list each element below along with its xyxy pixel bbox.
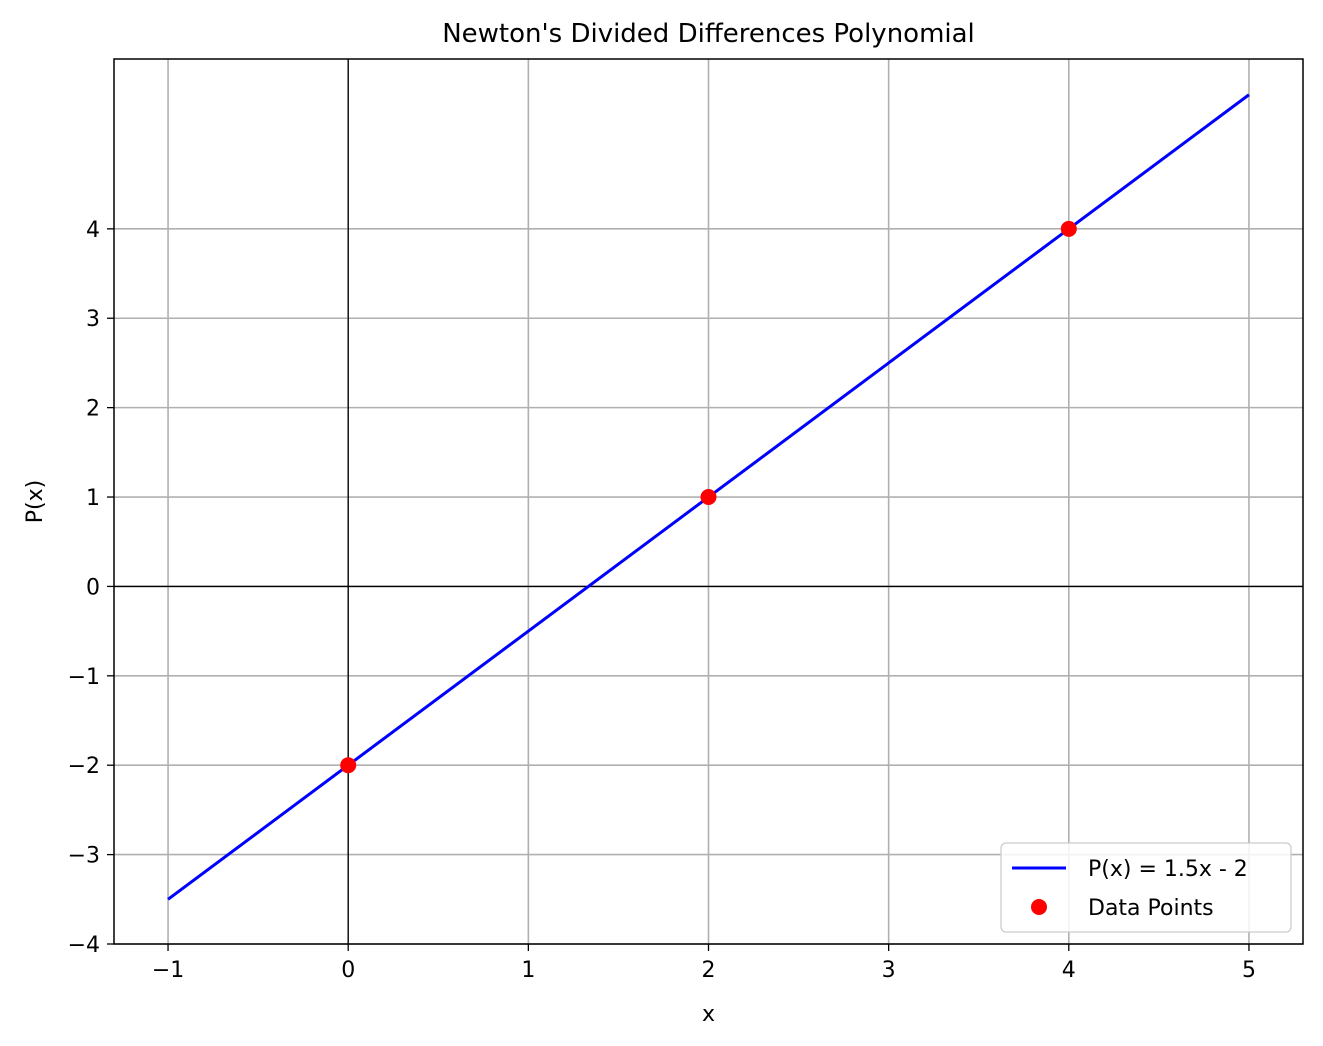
reference-lines	[114, 59, 1303, 944]
chart-title: Newton's Divided Differences Polynomial	[442, 19, 975, 49]
x-tick-label-3: 2	[702, 958, 716, 983]
x-tick-label-5: 4	[1062, 958, 1076, 983]
y-axis-ticks: −4 −3 −2 −1 0 1 2 3 4	[68, 218, 114, 958]
x-axis-label: x	[702, 1002, 715, 1027]
legend-label-1: Data Points	[1088, 896, 1214, 921]
y-axis-label: P(x)	[23, 480, 48, 523]
legend-box	[1000, 842, 1292, 933]
legend: P(x) = 1.5x - 2 Data Points	[1000, 842, 1292, 933]
data-point-1	[700, 489, 717, 506]
x-tick-label-2: 1	[521, 958, 535, 983]
y-tick-label-3: −1	[68, 665, 100, 690]
legend-marker-swatch	[1031, 899, 1047, 915]
y-tick-label-5: 1	[86, 486, 100, 511]
x-axis-ticks: −1 0 1 2 3 4 5	[152, 944, 1256, 983]
x-tick-label-6: 5	[1242, 958, 1256, 983]
y-tick-label-4: 0	[86, 575, 100, 600]
data-point-2	[1060, 220, 1077, 237]
y-tick-label-6: 2	[86, 397, 100, 422]
x-tick-label-1: 0	[341, 958, 355, 983]
legend-label-0: P(x) = 1.5x - 2	[1088, 857, 1248, 882]
data-point-0	[340, 757, 357, 774]
y-tick-label-0: −4	[68, 933, 100, 958]
x-tick-label-4: 3	[882, 958, 896, 983]
y-tick-label-8: 4	[86, 218, 100, 243]
x-tick-label-0: −1	[152, 958, 184, 983]
y-tick-label-7: 3	[86, 307, 100, 332]
y-tick-label-1: −3	[68, 844, 100, 869]
y-tick-label-2: −2	[68, 754, 100, 779]
series-layer	[167, 93, 1250, 901]
